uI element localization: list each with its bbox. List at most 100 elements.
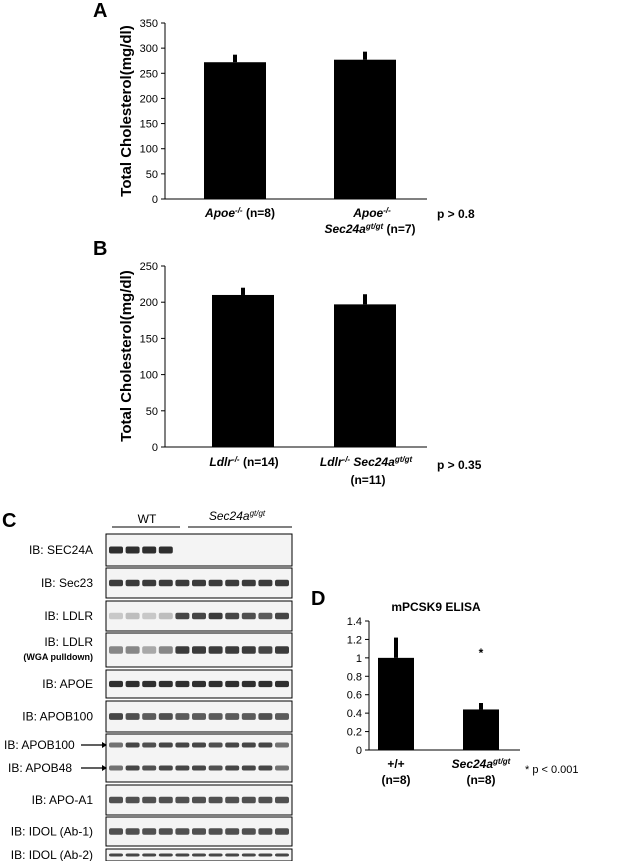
blot-band <box>158 579 173 587</box>
blot-band <box>275 713 289 720</box>
blot-band <box>158 546 173 554</box>
blot-band <box>158 713 173 720</box>
blot-row: IB: IDOL (Ab-1) <box>11 816 293 847</box>
blot-band <box>241 579 256 587</box>
blot-band <box>225 713 240 720</box>
blot-band <box>109 713 123 720</box>
blot-band <box>109 579 123 587</box>
y-tick-label: 250 <box>140 261 158 273</box>
x-tick-label: Ldlr-/- Sec24agt/gt <box>320 455 413 470</box>
bar <box>204 62 266 200</box>
blot-band <box>158 853 173 857</box>
error-bar <box>233 54 237 63</box>
blot-band <box>142 853 157 857</box>
blot-band <box>275 853 289 857</box>
arrow-head <box>102 765 107 771</box>
blot-band <box>225 680 240 688</box>
panel-label-A: A <box>93 0 107 22</box>
blot-band <box>142 646 157 654</box>
y-tick-label: 150 <box>140 333 158 345</box>
y-tick-label: 0 <box>152 442 158 454</box>
y-tick-label: 350 <box>140 18 158 30</box>
blot-band <box>208 713 223 720</box>
blot-band <box>208 853 223 857</box>
panel-C: C WT Sec24agt/gt IB: SEC24A IB: Sec23 IB: LDL… <box>2 509 293 861</box>
blot-band <box>258 680 273 688</box>
blot-row-label: IB: IDOL (Ab-1) <box>11 825 93 839</box>
blot-row: IB: APO-A1 <box>32 784 293 816</box>
y-tick-label: 50 <box>146 406 158 418</box>
blot-band <box>208 612 223 620</box>
blot-band <box>109 796 123 804</box>
blot-band <box>241 853 256 857</box>
blot-band <box>241 742 256 748</box>
x-tick-label: (n=8) <box>381 773 410 787</box>
blot-band <box>109 546 123 554</box>
blot-band <box>109 828 123 835</box>
blot-band <box>258 713 273 720</box>
blot-band <box>125 796 140 804</box>
x-tick-label: Ldlr-/- (n=14) <box>209 455 278 470</box>
blot-row-sublabel: (WGA pulldown) <box>23 652 93 662</box>
blot-band <box>158 796 173 804</box>
blot-band <box>225 765 240 771</box>
blot-band <box>125 713 140 720</box>
blot-band <box>142 796 157 804</box>
blot-band <box>109 612 123 620</box>
y-tick-label: 1 <box>356 653 362 665</box>
blot-band <box>258 742 273 748</box>
blot-band <box>241 828 256 835</box>
panel-label-B: B <box>93 238 107 260</box>
blot-band <box>125 765 140 771</box>
blot-row: IB: IDOL (Ab-2) <box>11 848 293 861</box>
arrow-head <box>102 742 107 748</box>
blot-band <box>192 579 206 587</box>
blot-band <box>275 742 289 748</box>
panel-B: 0 50 100 150 200 250 Total Cholesterol(mg/dl) L… <box>118 261 482 487</box>
blot-band <box>192 853 206 857</box>
blot-row: IB: LDLR (WGA pulldown) <box>23 632 293 668</box>
blot-band <box>208 680 223 688</box>
blot-row-label: IB: IDOL (Ab-2) <box>11 848 93 861</box>
blot-frame <box>105 733 293 783</box>
blot-band <box>258 828 273 835</box>
blot-band <box>125 579 140 587</box>
blot-band <box>109 680 123 688</box>
blot-band <box>142 742 157 748</box>
y-tick-label: 200 <box>140 93 158 105</box>
panel-A: 0 50 100 150 200 250 300 350 Total Cholesterol(m… <box>118 18 475 236</box>
blot-band <box>109 853 123 857</box>
blot-band <box>275 579 289 587</box>
blot-band <box>175 612 190 620</box>
blot-band <box>125 646 140 654</box>
blot-band <box>158 680 173 688</box>
error-bar <box>363 51 367 60</box>
group-label: WT <box>138 512 157 526</box>
blot-band <box>192 713 206 720</box>
blot-band <box>241 612 256 620</box>
blot-band <box>109 646 123 654</box>
bar <box>378 657 414 750</box>
blot-band <box>241 680 256 688</box>
x-tick-label: (n=8) <box>466 773 495 787</box>
blot-band <box>175 646 190 654</box>
blot-band <box>258 796 273 804</box>
blot-band <box>142 680 157 688</box>
blot-band <box>142 713 157 720</box>
blot-band <box>208 765 223 771</box>
y-tick-label: 0.2 <box>347 727 362 739</box>
blot-band <box>175 680 190 688</box>
blot-band <box>241 796 256 804</box>
blot-band <box>275 828 289 835</box>
blot-band <box>225 853 240 857</box>
blot-band <box>175 579 190 587</box>
blot-row-label: IB: LDLR <box>44 635 93 649</box>
blot-band <box>225 646 240 654</box>
blot-row-label: IB: APO-A1 <box>32 793 94 807</box>
blot-band <box>275 646 289 654</box>
blot-band <box>125 546 140 554</box>
blot-band <box>158 765 173 771</box>
blot-band <box>258 853 273 857</box>
blot-band <box>158 742 173 748</box>
blot-band <box>225 828 240 835</box>
